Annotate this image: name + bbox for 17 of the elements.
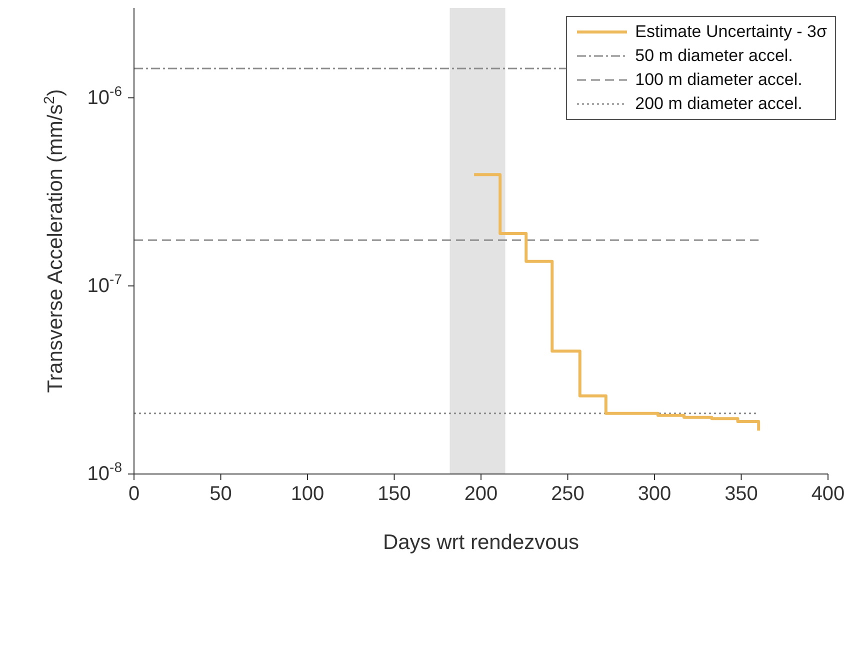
ref-line-label: 50 m diameter accel. bbox=[635, 46, 793, 66]
x-tick-label: 100 bbox=[290, 483, 324, 505]
x-tick-label: 0 bbox=[128, 483, 140, 505]
x-tick-label: 150 bbox=[378, 483, 411, 505]
x-tick-label: 250 bbox=[551, 483, 584, 505]
x-tick-label: 400 bbox=[811, 483, 845, 505]
x-tick-label: 200 bbox=[464, 483, 498, 505]
y-tick-label: 10$^{-7}$ bbox=[87, 270, 122, 297]
x-tick-label: 50 bbox=[210, 483, 232, 505]
legend-label: 100 m diameter accel. bbox=[635, 70, 802, 90]
x-axis-title: Days wrt rendezvous bbox=[382, 530, 580, 554]
y-tick-label: 10$^{-6}$ bbox=[87, 82, 122, 109]
legend-label: Estimate Uncertainty - 3σ bbox=[635, 22, 827, 42]
x-tick-label: 300 bbox=[638, 483, 672, 505]
x-tick-label: 350 bbox=[724, 483, 758, 505]
legend-label: 200 m diameter accel. bbox=[635, 94, 802, 114]
y-tick-label: 10$^{-8}$ bbox=[87, 459, 122, 485]
